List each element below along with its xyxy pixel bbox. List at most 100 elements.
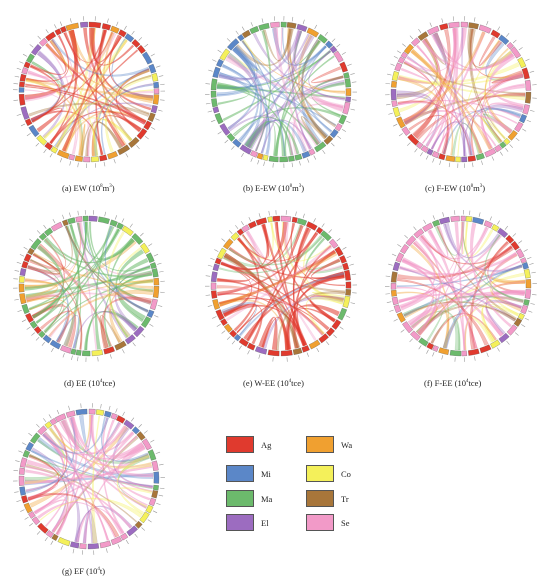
chord-ribbon xyxy=(39,497,143,521)
chord-sector-arc xyxy=(280,349,293,357)
chord-sector-arc xyxy=(396,312,406,323)
chord-ribbons xyxy=(216,221,346,351)
chord-sector-arc xyxy=(523,268,531,279)
chord-ribbon xyxy=(223,252,291,350)
chord-sector-arc xyxy=(344,269,351,281)
chord-label-tick xyxy=(159,270,164,273)
chord-ribbon xyxy=(274,221,306,347)
chord-diagram-e-ew xyxy=(198,6,364,178)
chord-label-tick xyxy=(250,22,254,27)
chord-sector-arc xyxy=(503,137,511,146)
chord-ribbon xyxy=(61,416,80,450)
chord-ribbon xyxy=(400,227,489,311)
chord-ribbon xyxy=(25,83,147,124)
chord-ribbon xyxy=(55,39,128,148)
chord-sector-arc xyxy=(280,215,292,222)
chord-sector-arc xyxy=(217,247,227,260)
chord-sector-arc xyxy=(247,220,257,229)
chord-sector-arc xyxy=(116,222,124,230)
chord-sector-arc xyxy=(24,118,33,127)
chord-label-tick xyxy=(388,112,393,115)
chord-label-tick xyxy=(324,31,329,36)
chord-label-tick xyxy=(385,83,390,85)
chord-sector-arc xyxy=(338,114,347,125)
chord-ribbon xyxy=(273,27,283,61)
chord-ribbons xyxy=(24,221,154,351)
chord-label-tick xyxy=(241,221,244,226)
chord-sector-arc xyxy=(334,246,344,257)
chord-sector-arc xyxy=(326,327,335,337)
chord-label-tick xyxy=(226,336,231,340)
chord-label-tick xyxy=(24,516,29,520)
chord-label-tick xyxy=(341,128,347,132)
chord-label-tick xyxy=(349,263,354,266)
chord-ribbon xyxy=(223,254,298,349)
chord-sector-arc xyxy=(345,96,351,103)
chord-label-tick xyxy=(231,145,235,150)
chord-label-tick xyxy=(29,522,33,527)
chord-ribbon xyxy=(469,241,510,350)
chord-label-tick xyxy=(518,240,523,244)
chord-ribbon xyxy=(85,121,123,157)
chord-label-tick xyxy=(397,244,402,248)
chord-sector-arc xyxy=(345,88,352,96)
chord-ribbon xyxy=(27,253,61,275)
chord-sector-arc xyxy=(136,128,148,140)
chord-sector-arc xyxy=(114,340,127,351)
chord-ribbon xyxy=(70,416,154,478)
chord-label-tick xyxy=(386,301,392,304)
chord-sector-arc xyxy=(18,475,25,486)
chord-ribbon xyxy=(398,67,431,84)
chord-sector-arc xyxy=(150,262,157,269)
legend-item-ma: Ma xyxy=(226,490,272,507)
chord-sector-arc xyxy=(337,307,348,321)
chord-sector-arc xyxy=(236,228,245,236)
chord-label-tick xyxy=(217,131,222,135)
chord-label-tick xyxy=(341,52,346,55)
legend-swatch-mi xyxy=(226,465,254,482)
chord-label-tick xyxy=(486,352,489,357)
chord-sector-arc xyxy=(62,219,69,227)
chord-label-tick xyxy=(157,262,162,265)
chord-label-tick xyxy=(71,355,73,361)
legend-swatch-ag xyxy=(226,436,254,453)
chord-ribbons xyxy=(396,27,526,157)
chord-label-tick xyxy=(16,113,22,116)
chord-sector-arc xyxy=(75,408,88,416)
chord-sector-arc xyxy=(210,78,218,91)
chord-label-tick xyxy=(16,67,22,70)
chord-label-tick xyxy=(247,350,250,355)
chord-sector-arc xyxy=(67,217,76,225)
chord-sector-arc xyxy=(27,247,35,256)
chord-ribbon xyxy=(25,421,121,492)
chord-ribbon xyxy=(418,260,521,336)
chord-ribbon xyxy=(91,27,122,63)
chord-diagram-w-ee xyxy=(198,200,364,372)
chord-sector-arc xyxy=(306,27,319,38)
chord-ribbon xyxy=(397,246,514,280)
chord-label-tick xyxy=(77,162,79,168)
chord-label-tick xyxy=(419,152,423,157)
chord-sector-arc xyxy=(465,216,473,222)
chord-label-tick xyxy=(207,110,213,113)
chord-label-tick xyxy=(207,305,213,307)
chord-ribbon xyxy=(461,221,469,255)
chord-label-tick xyxy=(432,352,435,357)
chord-sector-arc xyxy=(98,216,110,225)
chord-sector-arc xyxy=(150,105,158,114)
chord-label-tick xyxy=(31,332,35,336)
chord-sector-arc xyxy=(468,348,480,356)
chord-label-tick xyxy=(248,217,252,222)
chord-sector-arc xyxy=(239,144,252,155)
chord-sector-arc xyxy=(18,87,25,93)
chord-sector-arc xyxy=(219,123,231,136)
chord-sector-arc xyxy=(31,516,41,526)
legend-swatch-ma xyxy=(226,490,254,507)
chord-label-tick xyxy=(36,230,41,234)
chord-ribbon xyxy=(431,121,473,156)
chord-sector-arc xyxy=(216,59,224,68)
chord-sector-arc xyxy=(21,495,29,504)
chord-sector-arc xyxy=(65,410,76,418)
chord-ribbon xyxy=(227,33,310,130)
chord-ribbon xyxy=(30,450,153,488)
